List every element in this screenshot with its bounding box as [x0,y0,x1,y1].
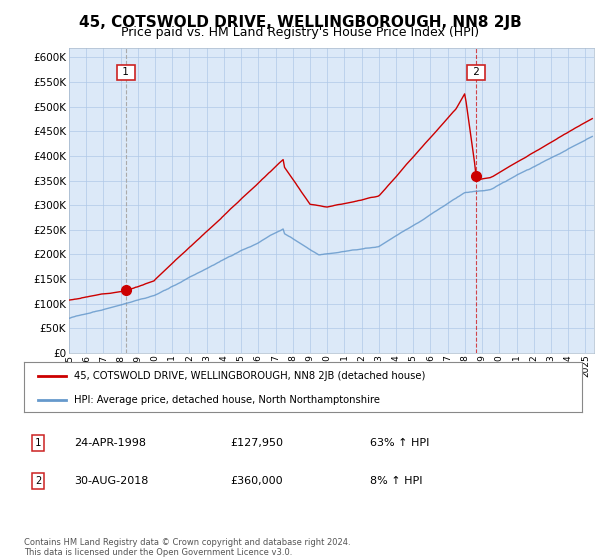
Text: 24-APR-1998: 24-APR-1998 [74,438,146,447]
Text: 45, COTSWOLD DRIVE, WELLINGBOROUGH, NN8 2JB (detached house): 45, COTSWOLD DRIVE, WELLINGBOROUGH, NN8 … [74,371,425,381]
Text: 2: 2 [35,477,41,486]
Text: HPI: Average price, detached house, North Northamptonshire: HPI: Average price, detached house, Nort… [74,395,380,405]
Text: Contains HM Land Registry data © Crown copyright and database right 2024.
This d: Contains HM Land Registry data © Crown c… [24,538,350,557]
Text: 2: 2 [470,67,483,77]
Text: 1: 1 [119,67,133,77]
Text: 1: 1 [35,438,41,447]
Text: 30-AUG-2018: 30-AUG-2018 [74,477,149,486]
Text: £127,950: £127,950 [230,438,283,447]
Text: £360,000: £360,000 [230,477,283,486]
Text: 45, COTSWOLD DRIVE, WELLINGBOROUGH, NN8 2JB: 45, COTSWOLD DRIVE, WELLINGBOROUGH, NN8 … [79,15,521,30]
Text: 8% ↑ HPI: 8% ↑ HPI [370,477,422,486]
Text: Price paid vs. HM Land Registry's House Price Index (HPI): Price paid vs. HM Land Registry's House … [121,26,479,39]
Text: 63% ↑ HPI: 63% ↑ HPI [370,438,430,447]
